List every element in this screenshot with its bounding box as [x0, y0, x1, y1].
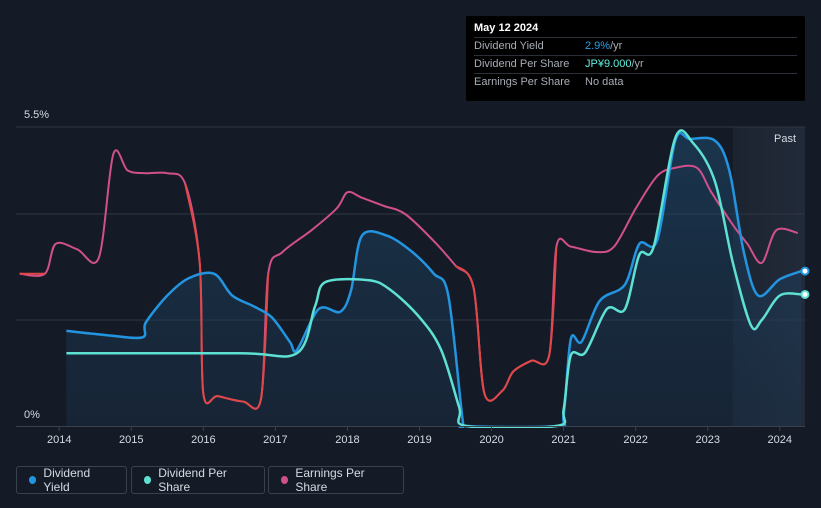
legend-earnings-per-share[interactable]: Earnings Per Share — [268, 466, 404, 494]
earnings-per-share-low-segment — [454, 246, 558, 402]
legend-dot-icon — [29, 476, 37, 484]
earnings-per-share-low-segment — [184, 183, 270, 410]
tooltip-date: May 12 2024 — [474, 22, 539, 34]
x-tick-label: 2018 — [335, 434, 359, 446]
series-end-marker — [800, 266, 810, 276]
tooltip-label: Dividend Yield — [474, 40, 544, 52]
legend-dividend-yield[interactable]: Dividend Yield — [16, 466, 127, 494]
x-tick-label: 2023 — [695, 434, 719, 446]
x-axis: 2014 2015 2016 2017 2018 2019 2020 2021 2022 2023… — [47, 426, 792, 446]
y-axis-bottom-label: 0% — [24, 409, 40, 421]
x-tick-label: 2014 — [47, 434, 71, 446]
tooltip-value: 2.9% — [585, 40, 611, 52]
legend-dot-icon — [281, 476, 289, 484]
past-label: Past — [774, 133, 796, 145]
x-tick-label: 2020 — [479, 434, 503, 446]
x-tick-label: 2021 — [551, 434, 575, 446]
x-tick-label: 2024 — [768, 434, 792, 446]
tooltip: May 12 2024 Dividend Yield 2.9% /yr Divi… — [466, 16, 805, 101]
x-tick-label: 2017 — [263, 434, 287, 446]
tooltip-value: No data — [585, 76, 624, 88]
dividend-per-share-line — [66, 129, 802, 428]
y-axis-top-label: 5.5% — [24, 109, 49, 121]
tooltip-row-eps: Earnings Per Share No data — [474, 73, 797, 91]
legend-dividend-per-share[interactable]: Dividend Per Share — [131, 466, 265, 494]
tooltip-suffix: /yr — [631, 58, 644, 70]
legend-label: Dividend Per Share — [158, 466, 227, 494]
x-tick-label: 2022 — [623, 434, 647, 446]
tooltip-value: JP¥9.000 — [585, 58, 632, 70]
tooltip-label: Dividend Per Share — [474, 58, 570, 70]
legend-label: Earnings Per Share — [295, 466, 365, 494]
tooltip-label: Earnings Per Share — [474, 76, 570, 88]
x-tick-label: 2016 — [191, 434, 215, 446]
tooltip-row-dps: Dividend Per Share JP¥9.000 /yr — [474, 55, 797, 73]
dividend-yield-area — [66, 132, 802, 428]
legend-label: Dividend Yield — [43, 466, 91, 494]
tooltip-suffix: /yr — [610, 40, 623, 52]
series-end-marker — [800, 289, 810, 299]
tooltip-row-yield: Dividend Yield 2.9% /yr — [474, 37, 797, 55]
earnings-per-share-line — [19, 149, 799, 410]
legend-dot-icon — [144, 476, 152, 484]
x-tick-label: 2015 — [119, 434, 143, 446]
x-tick-label: 2019 — [407, 434, 431, 446]
